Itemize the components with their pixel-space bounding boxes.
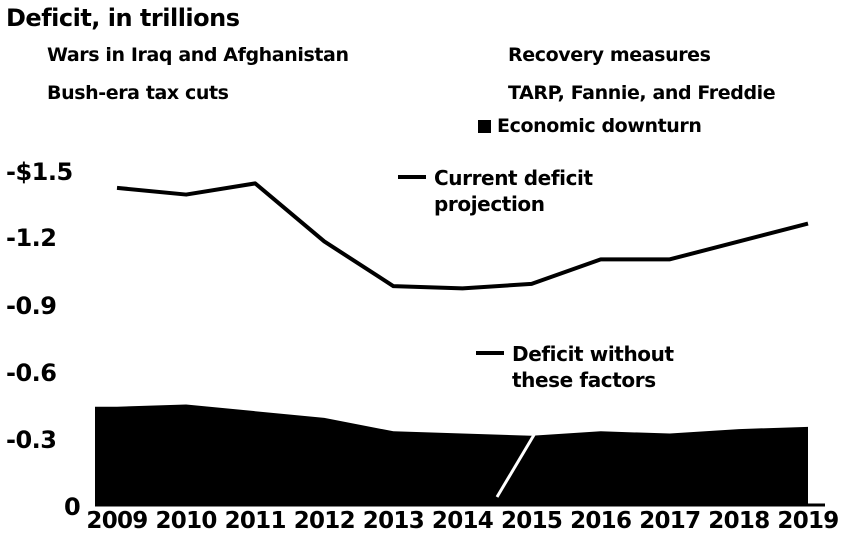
annotation-connector-line (495, 407, 552, 498)
legend-item-tax-cuts: Bush-era tax cuts (47, 82, 229, 104)
legend-item-downturn: Economic downturn (478, 115, 702, 137)
legend-item-recovery: Recovery measures (508, 44, 711, 66)
x-tick-label: 2010 (155, 508, 217, 534)
annotation-deficit-without: Deficit without these factors (476, 341, 674, 393)
x-tick-label: 2013 (362, 508, 425, 534)
x-tick-label: 2019 (777, 508, 839, 534)
y-tick-label: -0.6 (6, 359, 57, 387)
x-tick-label: 2014 (431, 508, 494, 534)
x-tick-label: 2012 (293, 508, 356, 534)
annotation-without-line1: Deficit without (512, 342, 674, 366)
legend-item-tarp: TARP, Fannie, and Freddie (508, 82, 776, 104)
chart-title: Deficit, in trillions (6, 4, 240, 32)
x-tick-label: 2018 (708, 508, 770, 534)
legend-swatch-downturn (478, 120, 491, 133)
legend-label-downturn: Economic downturn (497, 115, 702, 137)
x-tick-label: 2009 (86, 508, 148, 534)
y-tick-label: -1.2 (6, 224, 57, 252)
annotation-current-deficit: Current deficit projection (398, 165, 593, 217)
annotation-current-line1: Current deficit (434, 166, 593, 190)
y-tick-label: -$1.5 (6, 158, 73, 186)
y-tick-label: -0.3 (6, 426, 57, 454)
annotation-line-swatch (476, 351, 504, 355)
x-tick-label: 2015 (500, 508, 563, 534)
x-tick-label: 2011 (224, 508, 287, 534)
y-tick-label: -0.9 (6, 292, 57, 320)
area-economic-downturn (95, 404, 808, 505)
annotation-current-line2: projection (434, 192, 545, 216)
y-tick-label: 0 (64, 493, 81, 521)
annotation-line-swatch (398, 175, 426, 179)
legend-item-wars: Wars in Iraq and Afghanistan (47, 44, 349, 66)
x-tick-label: 2016 (570, 508, 632, 534)
annotation-without-line2: these factors (512, 368, 656, 392)
x-tick-label: 2017 (639, 508, 701, 534)
